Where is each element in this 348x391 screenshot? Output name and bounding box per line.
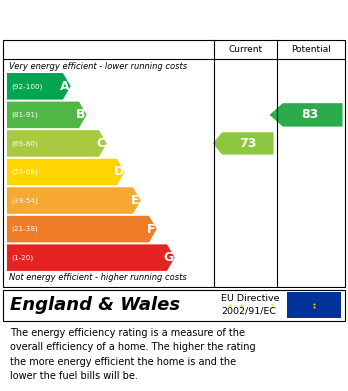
Text: D: D	[113, 165, 124, 178]
Text: Very energy efficient - lower running costs: Very energy efficient - lower running co…	[9, 62, 187, 71]
Text: (1-20): (1-20)	[11, 255, 33, 261]
Polygon shape	[7, 187, 141, 214]
Text: Energy Efficiency Rating: Energy Efficiency Rating	[10, 12, 232, 27]
Text: EU Directive
2002/91/EC: EU Directive 2002/91/EC	[221, 294, 279, 316]
Polygon shape	[213, 132, 274, 154]
Text: F: F	[147, 222, 156, 236]
Text: 73: 73	[239, 137, 256, 150]
Text: B: B	[76, 108, 86, 121]
Bar	[287, 292, 341, 318]
Text: G: G	[164, 251, 174, 264]
Bar	[3, 290, 345, 321]
Text: (39-54): (39-54)	[11, 197, 38, 204]
Polygon shape	[7, 130, 107, 157]
Polygon shape	[270, 103, 342, 127]
Polygon shape	[7, 244, 175, 271]
Text: Current: Current	[228, 45, 262, 54]
Text: Not energy efficient - higher running costs: Not energy efficient - higher running co…	[9, 273, 187, 282]
Text: (69-80): (69-80)	[11, 140, 38, 147]
Text: The energy efficiency rating is a measure of the
overall efficiency of a home. T: The energy efficiency rating is a measur…	[10, 328, 256, 381]
Polygon shape	[7, 216, 157, 242]
Text: A: A	[60, 80, 70, 93]
Text: (81-91): (81-91)	[11, 111, 38, 118]
Polygon shape	[7, 102, 87, 128]
Text: (21-38): (21-38)	[11, 226, 38, 232]
Polygon shape	[7, 73, 71, 100]
Text: England & Wales: England & Wales	[10, 296, 181, 314]
Polygon shape	[7, 159, 125, 185]
Text: 83: 83	[302, 108, 319, 121]
Text: (92-100): (92-100)	[11, 83, 42, 90]
Text: (55-68): (55-68)	[11, 169, 38, 175]
Text: C: C	[96, 137, 106, 150]
Text: E: E	[131, 194, 140, 207]
Text: Potential: Potential	[291, 45, 331, 54]
